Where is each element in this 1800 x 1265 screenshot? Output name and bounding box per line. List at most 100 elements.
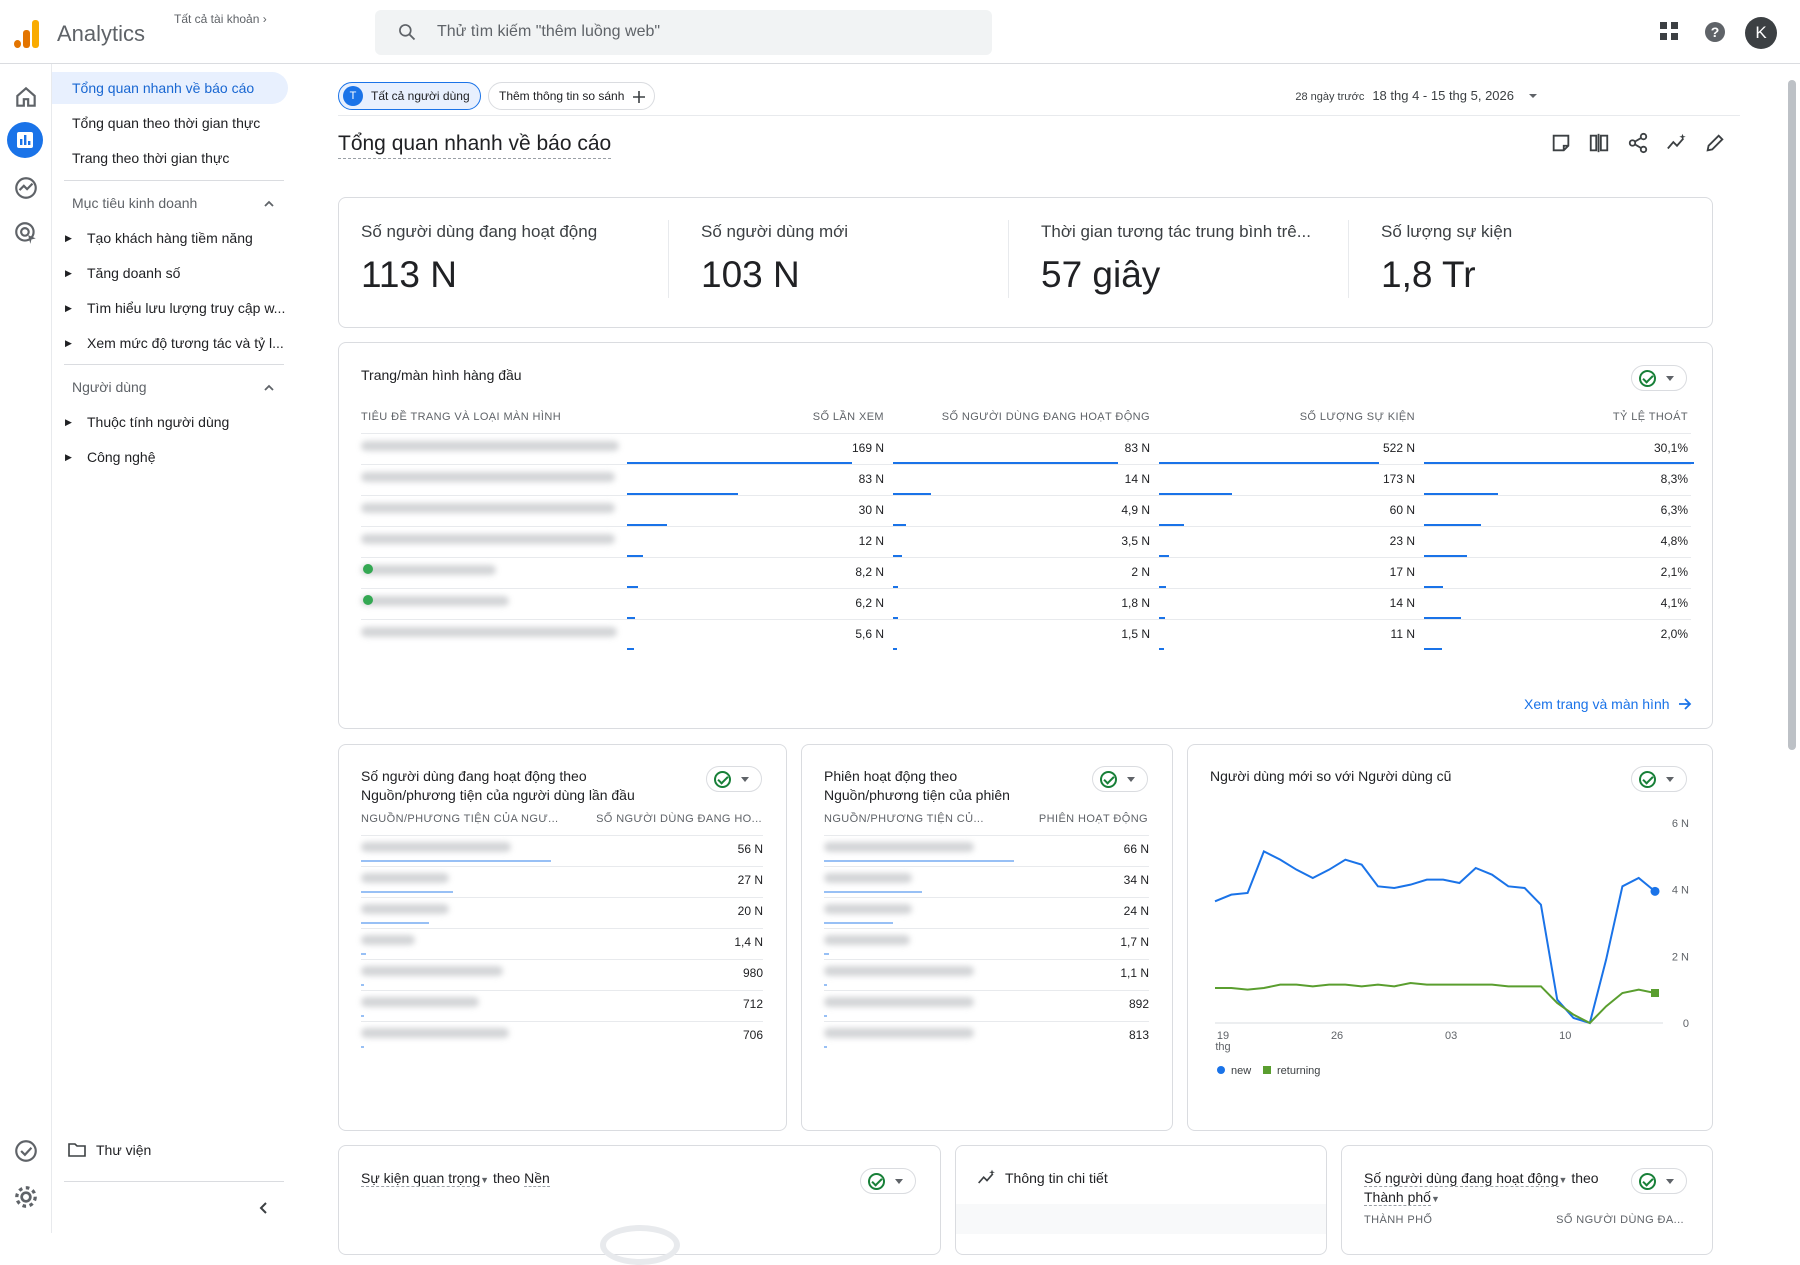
status-menu[interactable] <box>1092 766 1148 792</box>
nav-item-realtime-overview[interactable]: Tổng quan theo thời gian thực <box>72 115 261 131</box>
status-menu[interactable] <box>1631 766 1687 792</box>
kpi-new-users[interactable]: Số người dùng mới 103 N <box>701 222 848 296</box>
col-header-sessions[interactable]: PHIÊN HOẠT ĐỘNG <box>1038 813 1148 825</box>
date-range-picker[interactable]: 28 ngày trước 18 thg 4 - 15 thg 5, 2026 <box>1295 88 1538 103</box>
edit-pencil-icon[interactable] <box>1704 132 1726 154</box>
nav-item-tech[interactable]: Công nghệ <box>87 449 156 465</box>
page-title-redacted[interactable] <box>361 472 615 482</box>
expand-arrow-icon[interactable]: ▶ <box>65 338 72 348</box>
series-line-new <box>1214 849 1656 1025</box>
source-redacted[interactable] <box>361 966 503 976</box>
reports-icon[interactable] <box>7 122 43 158</box>
nav-item-leads[interactable]: Tạo khách hàng tiềm năng <box>87 230 253 246</box>
kpi-avg-engagement[interactable]: Thời gian tương tác trung bình trê... 57 … <box>1041 222 1311 296</box>
page-title-redacted[interactable] <box>361 534 615 544</box>
settings-gear-icon[interactable] <box>13 1184 39 1210</box>
nav-library[interactable]: Thư viện <box>96 1142 152 1158</box>
col-header-source[interactable]: NGUỒN/PHƯƠNG TIỆN CỦA NGƯ... <box>361 813 559 825</box>
value-bar <box>1424 524 1481 526</box>
chip-label: Tất cả người dùng <box>371 89 470 103</box>
value-bar <box>893 586 899 588</box>
status-menu[interactable] <box>1631 365 1687 391</box>
col-header-active-users[interactable]: SỐ NGƯỜI DÙNG ĐA... <box>1556 1214 1684 1226</box>
page-title-redacted[interactable] <box>361 441 619 451</box>
chevron-up-icon[interactable] <box>262 381 276 395</box>
source-redacted[interactable] <box>824 842 974 852</box>
source-redacted[interactable] <box>361 935 415 945</box>
source-redacted[interactable] <box>824 1028 974 1038</box>
kpi-event-count[interactable]: Số lượng sự kiện 1,8 Tr <box>1381 222 1512 296</box>
source-redacted[interactable] <box>824 997 974 1007</box>
page-title-redacted[interactable] <box>361 627 617 637</box>
comparison-chip-all-users[interactable]: T Tất cả người dùng <box>338 82 481 110</box>
account-breadcrumb[interactable]: Tất cả tài khoản › <box>174 12 267 26</box>
col-header-active-users[interactable]: SỐ NGƯỜI DÙNG ĐANG HOẠT ĐỘNG <box>941 411 1150 423</box>
value-bar <box>893 462 1118 464</box>
source-redacted[interactable] <box>824 904 912 914</box>
source-redacted[interactable] <box>361 873 449 883</box>
dimension-selector[interactable]: Thành phố <box>1364 1189 1431 1206</box>
page-title-redacted[interactable] <box>361 596 509 606</box>
col-header-page-title[interactable]: TIÊU ĐỀ TRANG VÀ LOẠI MÀN HÌNH <box>361 411 562 423</box>
nav-item-sales[interactable]: Tăng doanh số <box>87 265 181 281</box>
source-redacted[interactable] <box>361 997 479 1007</box>
compare-icon[interactable] <box>1588 132 1610 154</box>
source-redacted[interactable] <box>361 904 449 914</box>
admin-check-icon[interactable] <box>13 1138 39 1164</box>
status-menu[interactable] <box>860 1168 916 1194</box>
dimension-selector[interactable]: Nền <box>524 1170 550 1187</box>
expand-arrow-icon[interactable]: ▶ <box>65 417 72 427</box>
chevron-up-icon[interactable] <box>262 197 276 211</box>
explore-icon[interactable] <box>13 175 39 201</box>
col-header-city[interactable]: THÀNH PHỐ <box>1364 1214 1433 1226</box>
view-pages-link[interactable]: Xem trang và màn hình <box>1524 696 1692 712</box>
scrollbar[interactable] <box>1788 80 1796 750</box>
page-title-redacted[interactable] <box>361 565 496 575</box>
expand-arrow-icon[interactable]: ▶ <box>65 452 72 462</box>
share-icon[interactable] <box>1627 132 1649 154</box>
collapse-chevron-icon[interactable] <box>256 1200 272 1216</box>
expand-arrow-icon[interactable]: ▶ <box>65 233 72 243</box>
source-redacted[interactable] <box>824 966 974 976</box>
nav-item-traffic[interactable]: Tìm hiểu lưu lượng truy cập w... <box>87 300 286 316</box>
caret-down-icon <box>895 1179 903 1184</box>
source-redacted[interactable] <box>824 873 912 883</box>
source-redacted[interactable] <box>361 1028 509 1038</box>
status-menu[interactable] <box>706 766 762 792</box>
search-bar[interactable]: Thử tìm kiếm "thêm luồng web" <box>375 10 992 55</box>
metric-selector[interactable]: Sự kiện quan trọng <box>361 1170 481 1187</box>
nav-section-business-objectives[interactable]: Mục tiêu kinh doanh <box>72 195 198 211</box>
source-redacted[interactable] <box>824 935 910 945</box>
expand-arrow-icon[interactable]: ▶ <box>65 303 72 313</box>
kpi-active-users[interactable]: Số người dùng đang hoạt động 113 N <box>361 222 597 296</box>
nav-item-realtime-pages[interactable]: Trang theo thời gian thực <box>72 150 230 166</box>
analytics-logo[interactable] <box>14 18 40 48</box>
avatar[interactable]: K <box>1745 17 1777 49</box>
insights-icon[interactable] <box>1666 132 1688 154</box>
nav-item-engagement[interactable]: Xem mức độ tương tác và tỷ l... <box>87 335 284 351</box>
nav-item-user-attributes[interactable]: Thuộc tính người dùng <box>87 414 230 430</box>
col-header-views[interactable]: SỐ LẦN XEM <box>812 411 884 423</box>
help-icon[interactable]: ? <box>1703 20 1727 44</box>
nav-item-reports-snapshot[interactable]: Tổng quan nhanh về báo cáo <box>52 72 288 104</box>
table-cell: 2 N <box>1131 565 1150 579</box>
add-comparison-chip[interactable]: Thêm thông tin so sánh <box>488 82 656 110</box>
value-bar <box>361 891 453 893</box>
advertising-icon[interactable] <box>13 220 39 246</box>
apps-grid-icon[interactable] <box>1658 20 1680 42</box>
source-redacted[interactable] <box>361 842 511 852</box>
metric-selector[interactable]: Số người dùng đang hoạt động <box>1364 1170 1559 1187</box>
col-header-active-users[interactable]: SỐ NGƯỜI DÙNG ĐANG HO... <box>596 813 762 825</box>
expand-arrow-icon[interactable]: ▶ <box>65 268 72 278</box>
col-header-bounce-rate[interactable]: TỶ LỆ THOÁT <box>1612 411 1688 423</box>
col-header-event-count[interactable]: SỐ LƯỢNG SỰ KIỆN <box>1299 411 1415 423</box>
col-header-session-source[interactable]: NGUỒN/PHƯƠNG TIỆN CỦ... <box>824 813 984 825</box>
customize-icon[interactable] <box>1550 132 1572 154</box>
top-pages-title: Trang/màn hình hàng đầu <box>361 367 522 383</box>
status-menu[interactable] <box>1631 1168 1687 1194</box>
page-title-redacted[interactable] <box>361 503 615 513</box>
home-icon[interactable] <box>13 84 39 110</box>
table-cell: 8,3% <box>1660 472 1688 486</box>
nav-section-users[interactable]: Người dùng <box>72 379 147 395</box>
